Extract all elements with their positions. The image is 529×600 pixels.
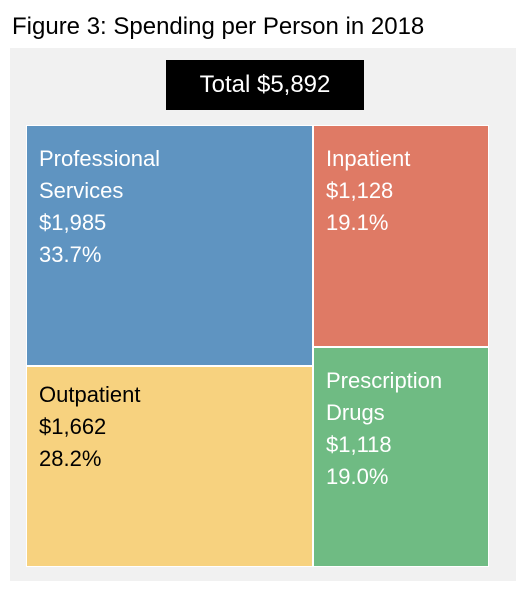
tile-amount: $1,128 bbox=[326, 178, 394, 203]
treemap-tile-professional-services: Professional Services $1,985 33.7% bbox=[26, 125, 313, 366]
tile-share: 19.0% bbox=[326, 464, 389, 489]
tile-amount: $1,118 bbox=[326, 432, 392, 457]
tile-label: Outpatient bbox=[39, 382, 141, 407]
tile-share: 28.2% bbox=[39, 446, 102, 471]
treemap-tile-outpatient: Outpatient $1,662 28.2% bbox=[26, 366, 313, 567]
tile-share: 33.7% bbox=[39, 242, 102, 267]
tile-amount: $1,985 bbox=[39, 210, 107, 235]
treemap-tile-inpatient: Inpatient $1,128 19.1% bbox=[313, 125, 489, 347]
tile-share: 19.1% bbox=[326, 210, 389, 235]
chart-title: Figure 3: Spending per Person in 2018 bbox=[12, 13, 425, 40]
tile-label: Professional Services bbox=[39, 146, 161, 203]
treemap: Professional Services $1,985 33.7% Outpatie… bbox=[26, 125, 489, 567]
total-badge: Total $5,892 bbox=[166, 60, 364, 110]
tile-amount: $1,662 bbox=[39, 414, 107, 439]
tile-label: Inpatient bbox=[326, 146, 411, 171]
tile-label: Prescription Drugs bbox=[326, 368, 443, 425]
treemap-tile-prescription-drugs: Prescription Drugs $1,118 19.0% bbox=[313, 347, 489, 567]
